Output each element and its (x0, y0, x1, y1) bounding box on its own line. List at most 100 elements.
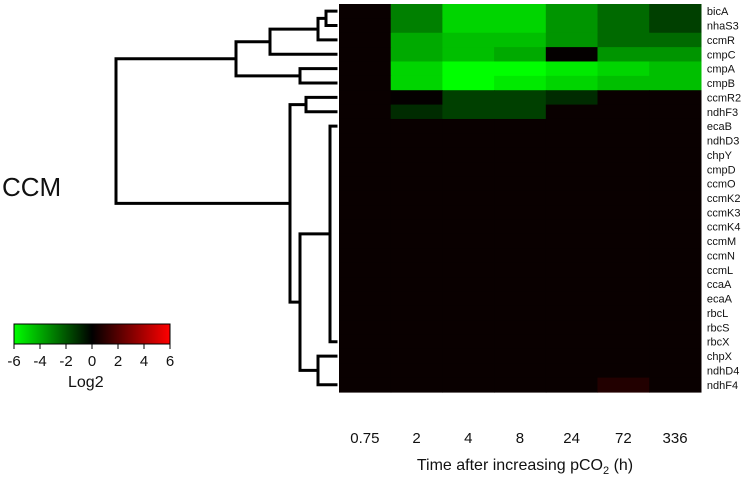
row-label: ccmK4 (707, 222, 741, 234)
heatmap-cell-cmpB-336 (649, 75, 702, 91)
heatmap-cell-ndhF3-24 (545, 104, 599, 120)
legend-tick-label: 0 (88, 353, 96, 370)
heatmap-cell-ccmK4-336 (649, 219, 702, 235)
heatmap-cell-ccmR-24 (545, 32, 599, 48)
heatmap-cell-ccmK2-4 (442, 190, 495, 206)
heatmap-cell-ecaB-2 (390, 118, 443, 134)
heatmap-cell-ccmN-0.75 (339, 248, 392, 264)
heatmap-cell-ccmK3-24 (545, 205, 599, 221)
heatmap-cell-ndhD3-24 (545, 133, 599, 149)
row-label: ccmR2 (707, 92, 741, 104)
heatmap-cell-rbcL-8 (494, 305, 547, 321)
row-label: ccmO (707, 179, 736, 191)
heatmap-cell-rbcS-2 (390, 320, 443, 336)
heatmap-cell-ccmR2-2 (390, 90, 443, 106)
heatmap-cell-ccmR-8 (494, 32, 547, 48)
legend-tick-label: 2 (114, 353, 122, 370)
heatmap-cell-cmpB-0.75 (339, 75, 392, 91)
column-label: 8 (516, 430, 524, 447)
heatmap-cell-cmpB-8 (494, 75, 547, 91)
heatmap-cell-ndhF3-0.75 (339, 104, 392, 120)
row-label: cmpB (707, 78, 735, 90)
legend-gradient-bar (13, 323, 171, 345)
heatmap-cell-bicA-2 (390, 4, 443, 19)
row-label: ccmK2 (707, 193, 741, 205)
heatmap-cell-rbcL-336 (649, 305, 702, 321)
heatmap-cell-ccmN-336 (649, 248, 702, 264)
heatmap-cell-ccmR2-24 (545, 90, 599, 106)
heatmap-cell-ecaB-4 (442, 118, 495, 134)
row-label: ecaB (707, 121, 732, 133)
heatmap-cell-ccmK4-8 (494, 219, 547, 235)
heatmap-cell-ccmK2-336 (649, 190, 702, 206)
row-label: ndhD3 (707, 136, 739, 148)
heatmap-cell-ccmK4-24 (545, 219, 599, 235)
heatmap-cell-ccmR2-336 (649, 90, 702, 106)
heatmap-cell-bicA-72 (597, 4, 650, 19)
legend-tick-label: 4 (140, 353, 148, 370)
heatmap-cell-ccmO-0.75 (339, 176, 392, 192)
heatmap-cell-ecaA-8 (494, 291, 547, 307)
legend-ticks: -6 -4 -2 0 2 4 6 (7, 344, 174, 370)
heatmap-cell-ccmM-336 (649, 233, 702, 249)
heatmap-cell-nhaS3-0.75 (339, 18, 392, 34)
heatmap-cell-chpY-0.75 (339, 147, 392, 163)
heatmap-cell-ecaB-24 (545, 118, 599, 134)
heatmap-cell-ccaA-4 (442, 277, 495, 292)
row-label: ccmK3 (707, 207, 741, 219)
heatmap-cell-rbcX-2 (390, 334, 443, 350)
heatmap-cell-ccmM-2 (390, 233, 443, 249)
row-label: ndhF4 (707, 380, 738, 392)
heatmap-cell-ccmR2-8 (494, 90, 547, 106)
heatmap-cell-cmpD-8 (494, 162, 547, 178)
heatmap-cell-ccaA-336 (649, 277, 702, 292)
heatmap-cell-bicA-336 (649, 4, 702, 19)
heatmap-cell-ccmK2-2 (390, 190, 443, 206)
heatmap-cell-ccmR-72 (597, 32, 650, 48)
heatmap-cell-rbcL-24 (545, 305, 599, 321)
heatmap-cell-ndhF4-336 (649, 377, 702, 393)
heatmap-cell-ccmO-8 (494, 176, 547, 192)
column-label: 72 (615, 430, 632, 447)
heatmap-cell-rbcL-4 (442, 305, 495, 321)
heatmap-cell-ccmM-24 (545, 233, 599, 249)
heatmap-cell-ndhF4-24 (545, 377, 599, 393)
heatmap-cell-chpY-8 (494, 147, 547, 163)
heatmap-cell-ccmK4-2 (390, 219, 443, 235)
heatmap-cell-cmpB-4 (442, 75, 495, 91)
heatmap-cell-ndhF4-8 (494, 377, 547, 393)
heatmap-cell-rbcS-0.75 (339, 320, 392, 336)
heatmap-cell-cmpA-4 (442, 61, 495, 77)
heatmap-cell-ccmK3-8 (494, 205, 547, 221)
heatmap-cell-cmpA-0.75 (339, 61, 392, 77)
heatmap-cell-ccaA-8 (494, 277, 547, 292)
row-label: cmpD (707, 164, 736, 176)
heatmap-cell-ccmK3-336 (649, 205, 702, 221)
heatmap-cell-ccmK3-2 (390, 205, 443, 221)
dendrogram-branch (114, 57, 292, 205)
heatmap-cell-rbcS-336 (649, 320, 702, 336)
heatmap-cell-rbcX-8 (494, 334, 547, 350)
column-label: 24 (563, 430, 580, 447)
heatmap-cell-ndhF3-4 (442, 104, 495, 120)
heatmap-cell-ndhD3-2 (390, 133, 443, 149)
heatmap-cell-ccaA-72 (597, 277, 650, 292)
heatmap-cell-rbcX-24 (545, 334, 599, 350)
heatmap-cell-ccmO-336 (649, 176, 702, 192)
heatmap-cell-ecaA-336 (649, 291, 702, 307)
heatmap-cell-bicA-24 (545, 4, 599, 19)
row-label: bicA (707, 6, 729, 18)
heatmap-cell-rbcX-4 (442, 334, 495, 350)
legend-title: Log2 (68, 374, 104, 391)
heatmap-cells (339, 4, 702, 393)
heatmap-cell-chpY-4 (442, 147, 495, 163)
heatmap-cell-cmpC-336 (649, 47, 702, 63)
row-label: ndhF3 (707, 107, 738, 119)
heatmap-cell-ndhD4-4 (442, 363, 495, 379)
row-label: ndhD4 (707, 365, 739, 377)
heatmap-cell-cmpC-72 (597, 47, 650, 63)
heatmap-cell-ndhD3-72 (597, 133, 650, 149)
ccm-side-label: CCM (2, 172, 62, 202)
